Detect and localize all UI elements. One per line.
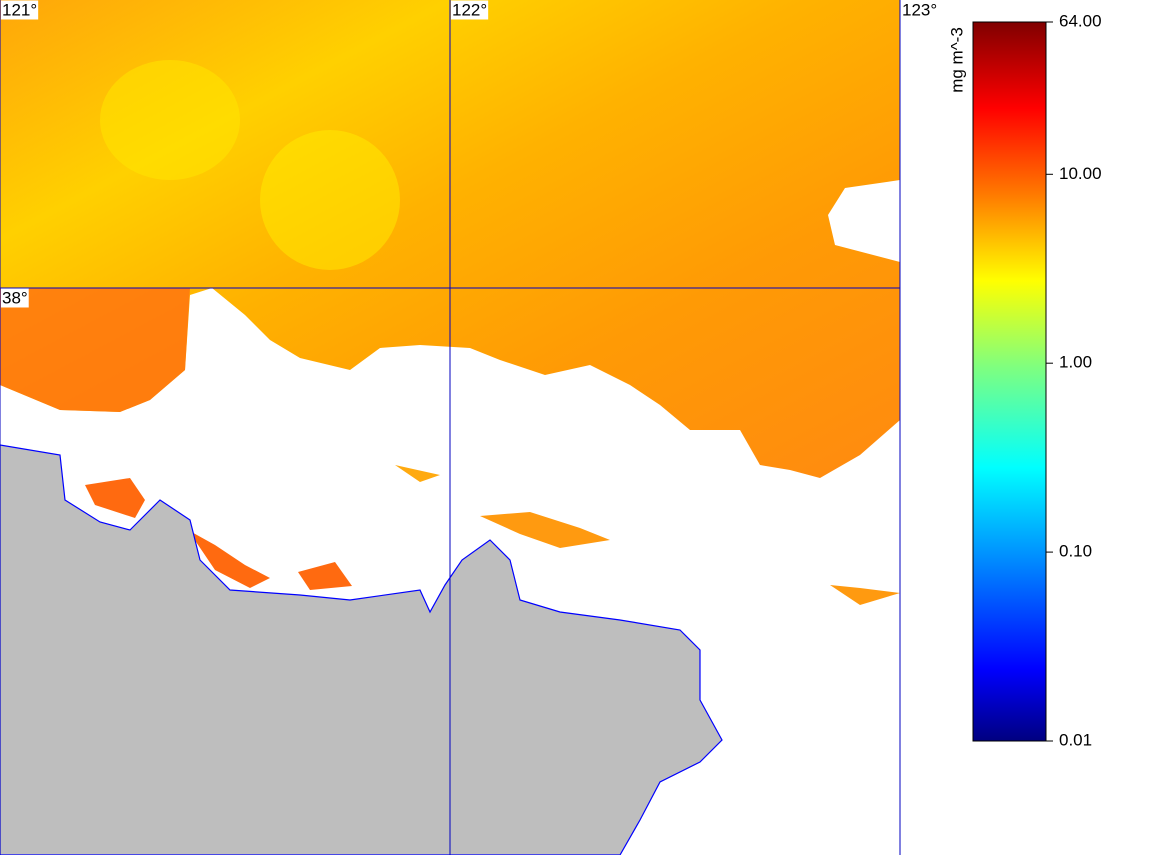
sea-high-chlorophyll: [0, 288, 190, 412]
grid-label-bg: [901, 0, 939, 20]
sea-low-patch: [260, 130, 400, 270]
colorbar-tick-label: 1.00: [1059, 353, 1092, 372]
grid-label-bg: [451, 0, 489, 20]
grid-label: 122°: [452, 0, 487, 19]
grid-label: 123°: [902, 0, 937, 19]
colorbar-tick-label: 64.00: [1059, 11, 1102, 30]
colorbar-tick-label: 10.00: [1059, 164, 1102, 183]
coastal-patch: [85, 478, 145, 518]
coastal-patch: [188, 530, 270, 588]
land: [0, 444, 723, 856]
coastal-patch: [830, 585, 900, 605]
colorbar-scale: [972, 21, 1047, 742]
coastal-patch: [480, 512, 610, 548]
colorbar-tick-label: 0.10: [1059, 542, 1092, 561]
colorbar: mg m^-3: [947, 21, 1047, 742]
sea-low-patch: [100, 60, 240, 180]
grid-label-bg: [1, 0, 39, 20]
coastal-patch: [395, 465, 440, 482]
grid-label: 38°: [2, 288, 28, 307]
grid-label: 121°: [2, 0, 37, 19]
coastal-patch: [298, 562, 352, 590]
colorbar-tick-label: 0.01: [1059, 730, 1092, 749]
grid-label-bg: [1, 288, 29, 308]
colorbar-label: mg m^-3: [947, 27, 966, 93]
